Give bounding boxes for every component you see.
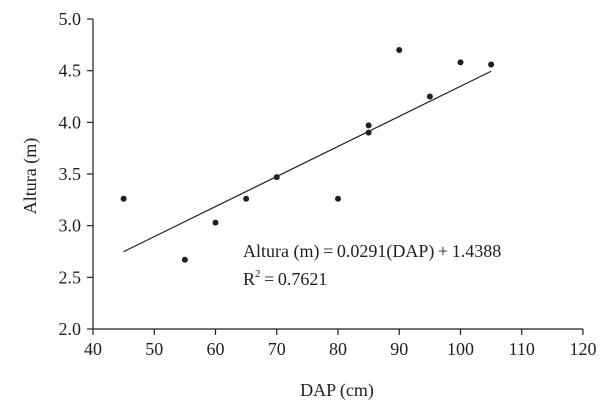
data-point [457, 59, 464, 66]
y-tick-label: 4.5 [59, 61, 82, 81]
y-axis-label: Altura (m) [20, 138, 41, 214]
x-tick-label: 120 [570, 339, 597, 359]
x-ticks: 40 50 60 70 80 90 100 110 120 [84, 329, 597, 359]
data-point [335, 195, 341, 202]
trendline [123, 70, 492, 253]
y-tick-label: 2.5 [59, 267, 82, 287]
trendline-group [123, 70, 492, 253]
data-point [243, 195, 250, 202]
r-squared-value: = 0.7621 [261, 269, 328, 289]
data-point [396, 47, 403, 53]
data-point [488, 61, 495, 68]
data-points [120, 47, 495, 263]
y-tick-label: 2.0 [59, 319, 82, 339]
x-tick-label: 100 [447, 339, 474, 359]
y-ticks: 2.0 2.5 3.0 3.5 4.0 4.5 5.0 [59, 9, 93, 339]
y-tick-label: 4.0 [59, 112, 82, 132]
regression-equation: Altura (m) = 0.0291(DAP) + 1.4388 [243, 241, 501, 262]
data-point [273, 174, 280, 181]
r-squared-label: R [243, 269, 255, 289]
data-point [426, 93, 433, 100]
y-tick-label: 3.5 [59, 164, 82, 184]
x-tick-label: 110 [509, 339, 535, 359]
x-tick-label: 80 [329, 339, 347, 359]
r-squared-superscript: 2 [255, 268, 261, 280]
x-axis-label: DAP (cm) [300, 380, 374, 401]
data-point [365, 129, 372, 136]
y-axis: 2.0 2.5 3.0 3.5 4.0 4.5 5.0 [59, 9, 94, 339]
x-tick-label: 60 [207, 339, 225, 359]
data-point [212, 219, 219, 226]
x-tick-label: 40 [84, 339, 102, 359]
x-axis: 40 50 60 70 80 90 100 110 120 [84, 328, 597, 359]
data-point [181, 256, 188, 263]
x-tick-label: 70 [268, 339, 286, 359]
x-tick-label: 50 [145, 339, 163, 359]
r-squared-annotation: R2 = 0.7621 [243, 268, 327, 289]
y-tick-label: 5.0 [59, 9, 82, 29]
data-point [120, 195, 127, 202]
data-point [365, 122, 372, 129]
y-tick-label: 3.0 [59, 216, 82, 236]
x-tick-label: 90 [390, 339, 408, 359]
